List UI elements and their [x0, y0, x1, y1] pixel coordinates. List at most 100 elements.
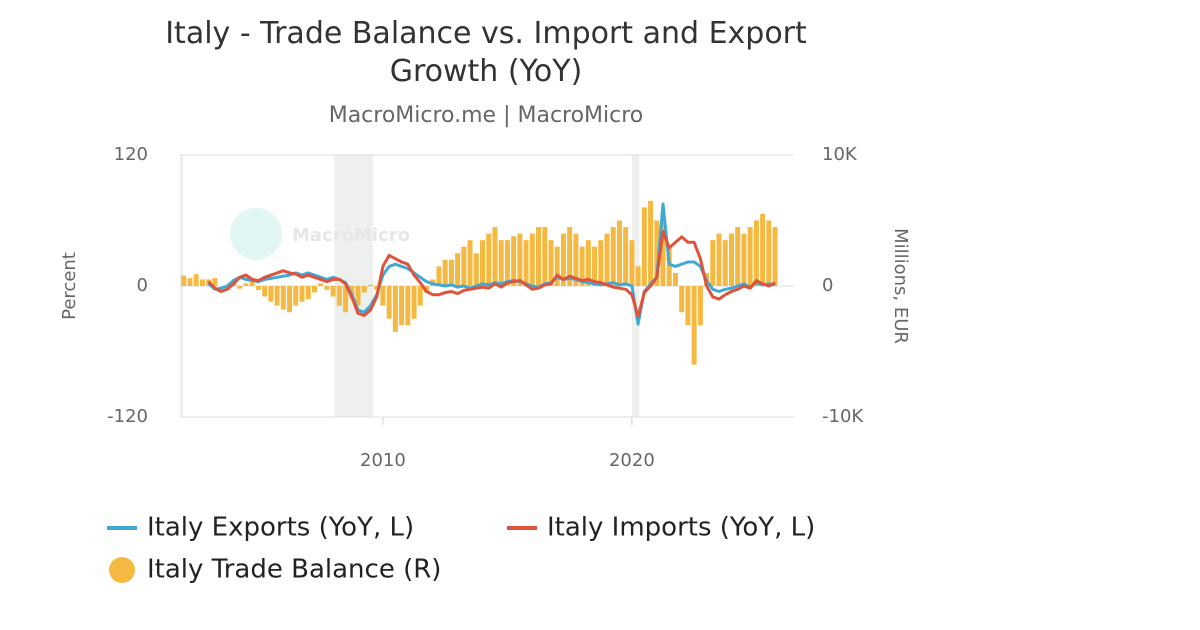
bar	[361, 286, 367, 293]
bar	[473, 253, 479, 286]
chart-title: Italy - Trade Balance vs. Import and Exp…	[165, 16, 807, 89]
bar	[392, 286, 398, 332]
bar	[355, 286, 361, 306]
bar	[747, 227, 753, 286]
bar	[324, 286, 330, 290]
bar	[249, 279, 255, 286]
legend-label: Italy Imports (YoY, L)	[547, 513, 815, 543]
watermark: MacroMicro	[292, 225, 410, 246]
bar	[567, 227, 573, 286]
bar	[716, 233, 722, 286]
bar	[255, 286, 261, 290]
y-tick-label: 120	[114, 144, 148, 165]
y2-tick-label: 10K	[822, 144, 858, 165]
bar	[280, 286, 286, 310]
bar	[299, 286, 305, 302]
bar	[336, 286, 342, 306]
bar	[237, 286, 243, 289]
bar	[529, 233, 535, 286]
bar	[417, 286, 423, 306]
bar	[305, 286, 311, 300]
y-tick-label: -120	[107, 406, 148, 427]
bar	[610, 227, 616, 286]
bar	[405, 286, 411, 326]
y-axis-title: Percent	[59, 252, 80, 320]
bar	[262, 286, 268, 297]
bar	[436, 266, 442, 286]
bar	[766, 220, 772, 286]
bar	[672, 272, 678, 286]
bar	[492, 227, 498, 286]
bar	[243, 283, 249, 286]
bar	[212, 278, 218, 286]
bar	[367, 284, 373, 286]
bar	[536, 227, 542, 286]
bar	[697, 286, 703, 326]
bar	[666, 246, 672, 286]
legend-marker	[109, 557, 135, 583]
bar	[274, 286, 280, 306]
x-tick-label: 2010	[360, 450, 406, 471]
bar	[585, 240, 591, 286]
bar	[442, 259, 448, 286]
line	[207, 229, 776, 319]
bar	[199, 279, 205, 286]
bar	[318, 283, 324, 286]
y2-axis-title: Millions, EUR	[890, 228, 911, 344]
bar	[660, 213, 666, 286]
bar	[679, 286, 685, 313]
bar	[374, 286, 380, 290]
legend-label: Italy Trade Balance (R)	[147, 555, 441, 585]
bar	[722, 240, 728, 286]
bar	[760, 213, 766, 286]
bar	[330, 286, 336, 297]
bar	[187, 278, 193, 286]
bar	[648, 200, 654, 286]
y2-tick-label: 0	[822, 275, 833, 296]
bar	[287, 286, 293, 313]
bar	[268, 286, 274, 302]
bar	[728, 233, 734, 286]
bar	[511, 236, 517, 286]
bar	[635, 266, 641, 286]
bar	[542, 227, 548, 286]
bar	[386, 286, 392, 319]
bar	[616, 220, 622, 286]
bar	[691, 286, 697, 365]
bar	[560, 233, 566, 286]
bar	[598, 240, 604, 286]
bar	[455, 253, 461, 286]
bar	[399, 286, 405, 326]
bar	[753, 220, 759, 286]
bar	[181, 275, 187, 286]
bar	[623, 227, 629, 286]
bar	[193, 274, 199, 286]
x-tick-label: 2020	[609, 450, 655, 471]
bar	[604, 233, 610, 286]
bar	[461, 246, 467, 286]
y2-tick-label: -10K	[822, 406, 864, 427]
bar	[517, 233, 523, 286]
bar	[772, 227, 778, 286]
bar	[311, 286, 317, 293]
bar	[741, 233, 747, 286]
y-tick-label: 0	[137, 275, 148, 296]
legend-label: Italy Exports (YoY, L)	[147, 513, 414, 543]
bar	[573, 233, 579, 286]
chart-subtitle: MacroMicro.me | MacroMicro	[329, 103, 644, 128]
bar	[448, 259, 454, 286]
bar	[293, 286, 299, 306]
bar	[592, 246, 598, 286]
bar	[710, 240, 716, 286]
bar	[641, 207, 647, 286]
line	[207, 202, 776, 326]
bar	[554, 246, 560, 286]
bar	[343, 286, 349, 313]
bar	[504, 240, 510, 286]
watermark-logo	[230, 208, 282, 260]
bar	[579, 246, 585, 286]
bar	[486, 233, 492, 286]
bar	[548, 240, 554, 286]
bar	[629, 240, 635, 286]
